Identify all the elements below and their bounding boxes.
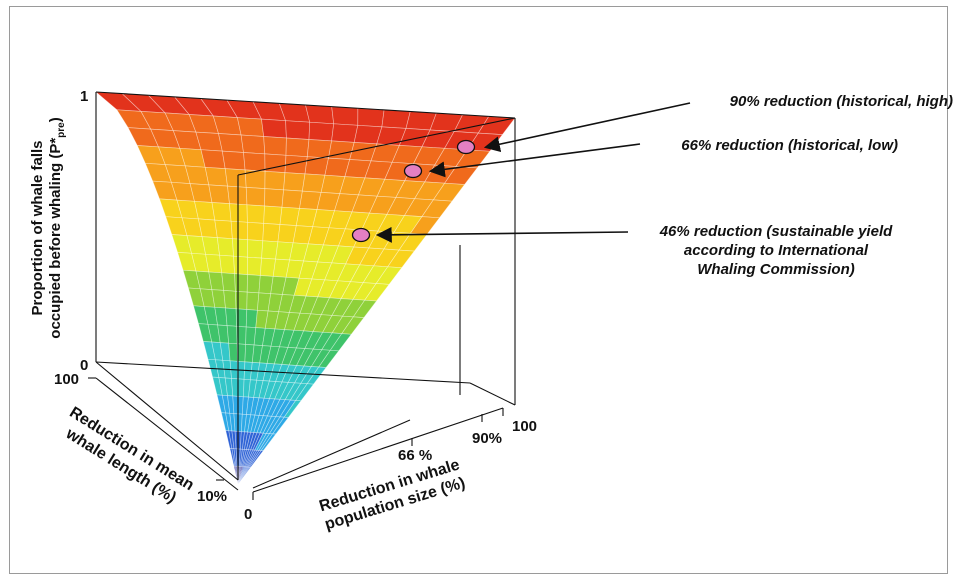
surface-patch [200, 149, 226, 169]
z-axis-title-line2: occupied before whaling (P*pre) [47, 117, 67, 338]
surface-patch [247, 221, 265, 242]
surface-patch [262, 223, 281, 243]
surface-patch [225, 307, 238, 327]
surface-patch [304, 156, 329, 176]
surface-patch [216, 237, 234, 257]
surface-patch [237, 466, 243, 485]
surface-patch [285, 137, 310, 158]
top-back-edge [95, 91, 516, 119]
annotation-label: according to International [684, 242, 869, 259]
surface-patch [264, 188, 284, 208]
surface-patch [223, 290, 237, 310]
annotation-label: 46% reduction (sustainable yield [659, 223, 893, 240]
z-axis-title-line1: Proportion of whale falls [29, 140, 46, 315]
x-tick-label-90: 90% [472, 430, 502, 447]
surface-patch [308, 121, 335, 142]
surface-patch [264, 153, 287, 173]
y-tick-label-10: 10% [197, 488, 227, 505]
surface-patch [261, 240, 279, 260]
axis-box [95, 91, 516, 493]
surface-patch [357, 107, 385, 128]
surface-patch [237, 466, 252, 485]
surface-patch [306, 139, 333, 159]
surface-patch [261, 118, 287, 139]
annotation-label: 66% reduction (historical, low) [681, 137, 898, 154]
surface [94, 91, 516, 485]
surface-patch [245, 187, 266, 207]
x-tick-label-66: 66 % [398, 447, 432, 464]
surface-patch [227, 185, 248, 206]
annotation-arrow [375, 226, 629, 243]
x-tick-label-100: 100 [512, 418, 537, 435]
surface-patch [246, 291, 260, 311]
floor-left-edge [95, 361, 239, 481]
surface-patch [237, 466, 247, 485]
surface-patch [264, 170, 286, 191]
surface-patch [281, 189, 303, 209]
annotations: 90% reduction (historical, high) 66% redu… [375, 93, 953, 278]
y-axis-title: Reduction in mean whale length (%) [62, 404, 197, 507]
surface-patch [218, 133, 244, 153]
surface-patch [233, 255, 248, 275]
gridline-66 [252, 419, 411, 489]
surface-patch [240, 134, 266, 155]
surface-patch [211, 202, 232, 222]
surface-patch [234, 273, 248, 293]
surface-patch [232, 238, 248, 258]
annotation-label: Whaling Commission) [697, 261, 855, 278]
x-axis-title: Reduction in whale population size (%) [317, 456, 467, 533]
x-tick-label-0: 0 [244, 506, 252, 523]
annotation-arrow [428, 143, 641, 178]
y-axis [95, 377, 239, 491]
surface-patch [219, 254, 235, 275]
surface-patch [246, 274, 261, 294]
surface-patch [285, 120, 311, 140]
surface-patch [231, 378, 239, 397]
surface-patch [204, 166, 228, 187]
surface-patch [283, 172, 306, 192]
surface-patch [331, 106, 359, 126]
x-axis [252, 407, 504, 493]
z-tick-bottom: 0 [80, 357, 88, 374]
data-points [351, 139, 476, 243]
surface-patch [237, 466, 244, 485]
surface-patch [221, 272, 236, 292]
surface-patch [263, 136, 287, 156]
surface-patch [232, 395, 239, 415]
surface-patch [221, 150, 246, 171]
surface-patch [247, 239, 264, 259]
z-tick-top: 1 [80, 88, 88, 105]
surface-patch [230, 220, 248, 241]
data-point [403, 163, 423, 179]
data-point [351, 227, 371, 243]
surface-patch [331, 123, 359, 143]
surface-patch [381, 109, 411, 129]
z-axis-title: Proportion of whale falls occupied befor… [29, 117, 67, 338]
floor-back-edge [95, 361, 471, 384]
surface-patch [247, 256, 262, 276]
surface-patch [305, 104, 335, 125]
surface-patch [208, 184, 230, 204]
y-tick-label-100: 100 [54, 371, 79, 388]
surface-patch [226, 325, 238, 345]
surface-patch [243, 152, 266, 172]
surface-patch [228, 342, 238, 362]
annotation-label: 90% reduction (historical, high) [730, 93, 953, 110]
surface-patch [214, 219, 233, 240]
surface-patch [224, 168, 247, 188]
surface-patch [237, 466, 249, 485]
surface-patch [263, 205, 283, 225]
top-front-edge [237, 117, 516, 176]
annotation-arrow [483, 102, 691, 153]
surface-patch [246, 204, 265, 224]
surface-patch [235, 290, 248, 310]
floor-right-edge [469, 382, 516, 406]
tick-marks [88, 377, 504, 500]
data-point [456, 139, 476, 155]
surface-patch [236, 117, 265, 137]
